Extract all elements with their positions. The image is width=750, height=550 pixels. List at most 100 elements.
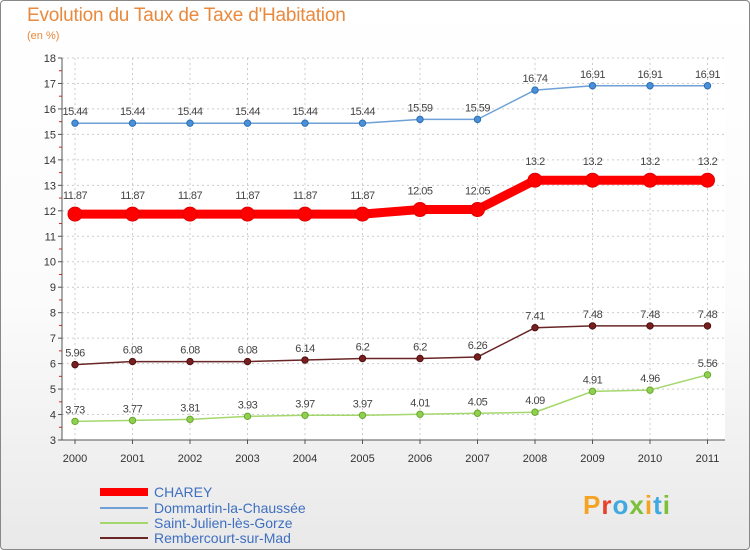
data-point (243, 412, 252, 421)
data-label: 11.87 (350, 190, 375, 202)
data-point (186, 357, 194, 366)
data-point (301, 356, 309, 364)
data-point (527, 172, 543, 188)
legend-item: CHAREY (100, 484, 212, 500)
data-label: 15.44 (177, 106, 202, 118)
data-label: 15.59 (465, 102, 490, 114)
data-label: 15.44 (62, 106, 87, 118)
data-point (243, 119, 252, 127)
data-label: 15.44 (235, 106, 260, 118)
legend-item: Rembercourt-sur-Mad (100, 530, 291, 546)
data-point (71, 360, 79, 369)
y-tick-label: 11 (45, 231, 56, 243)
data-label: 7.48 (640, 309, 660, 321)
data-label: 11.87 (120, 190, 145, 202)
series-dommartin-la-chauss-e: 15.44 15.44 15.44 15.44 15.44 15.44 15.59 15.59… (62, 69, 721, 127)
series-saint-julien-l-s-gorze: 3.73 3.77 3.81 3.93 3.97 3.97 4.01 4.05 4.09 4.91… (65, 358, 718, 426)
data-label: 4.05 (468, 396, 488, 408)
logo-letter: o (612, 490, 630, 520)
x-tick-label: 2005 (350, 453, 374, 465)
data-label: 3.81 (180, 402, 200, 414)
data-point (128, 357, 137, 366)
logo-letter: P (583, 490, 602, 520)
y-tick-label: 9 (50, 282, 56, 294)
data-point (531, 323, 539, 332)
x-tick-label: 2009 (580, 453, 604, 465)
series-line (74, 374, 709, 423)
plot-area (62, 58, 725, 440)
y-tick-label: 17 (44, 78, 56, 90)
data-point (588, 82, 597, 90)
y-tick-label: 6 (50, 359, 56, 371)
x-tick-label: 2002 (178, 453, 202, 465)
data-label: 4.91 (583, 374, 603, 386)
data-label: 6.26 (468, 340, 488, 352)
y-tick-label: 4 (50, 410, 56, 422)
data-point (71, 119, 79, 127)
data-label: 3.77 (123, 403, 143, 415)
data-label: 15.44 (350, 106, 375, 118)
data-point (470, 202, 485, 218)
data-label: 7.48 (583, 309, 603, 321)
data-point (186, 119, 194, 127)
data-label: 5.56 (698, 358, 718, 370)
data-label: 6.2 (356, 342, 370, 354)
data-label: 3.97 (295, 398, 315, 410)
data-point (358, 411, 367, 419)
data-label: 12.05 (465, 186, 490, 198)
data-point (125, 206, 140, 222)
data-point (588, 387, 597, 396)
logo-letter: t (653, 490, 663, 520)
y-tick-label: 7 (50, 333, 56, 345)
data-point (301, 119, 309, 127)
data-point (240, 206, 255, 222)
data-label: 16.91 (637, 69, 662, 81)
data-label: 11.87 (235, 190, 260, 202)
data-label: 3.73 (65, 404, 85, 416)
data-point (642, 172, 658, 188)
data-point (186, 415, 194, 424)
y-tick-label: 10 (44, 257, 56, 269)
data-label: 15.44 (292, 106, 317, 118)
legend-item: Dommartin-la-Chaussée (100, 500, 306, 516)
data-label: 12.05 (407, 186, 432, 198)
data-label: 11.87 (63, 190, 88, 202)
data-point (128, 416, 137, 425)
y-tick-label: 14 (44, 155, 56, 167)
data-point (473, 409, 482, 417)
data-label: 6.08 (238, 345, 258, 357)
series-rembercourt-sur-mad: 5.96 6.08 6.08 6.08 6.14 6.2 6.2 6.26 7.41 7.48 7.… (65, 309, 718, 369)
data-label: 7.41 (525, 311, 545, 323)
legend-label: CHAREY (154, 484, 213, 500)
data-point (358, 354, 367, 363)
data-label: 4.01 (410, 397, 430, 409)
x-tick-label: 2007 (465, 453, 489, 465)
data-point (358, 119, 367, 127)
data-point (588, 322, 597, 330)
y-tick-label: 8 (50, 308, 56, 320)
data-point (646, 82, 654, 90)
data-point (531, 86, 539, 94)
y-tick-label: 12 (44, 206, 56, 218)
series-line (70, 175, 712, 219)
logo-letter: x (629, 490, 645, 520)
data-label: 13.2 (698, 156, 718, 168)
x-tick-label: 2000 (63, 453, 87, 465)
chart-subtitle: (en %) (27, 30, 60, 42)
data-label: 13.2 (525, 156, 545, 168)
legend-label: Saint-Julien-lès-Gorze (154, 515, 293, 531)
data-label: 13.2 (640, 156, 660, 168)
data-point (182, 206, 198, 222)
data-point (71, 417, 79, 426)
legend-label: Dommartin-la-Chaussée (154, 500, 306, 516)
data-point (416, 410, 424, 418)
data-point (243, 357, 252, 366)
data-point (355, 206, 370, 222)
legend-swatch (100, 537, 148, 539)
legend-item: Saint-Julien-lès-Gorze (100, 515, 293, 531)
data-label: 4.09 (525, 395, 545, 407)
legend-swatch (100, 488, 148, 496)
legend-swatch (100, 507, 148, 509)
data-point (646, 386, 654, 394)
